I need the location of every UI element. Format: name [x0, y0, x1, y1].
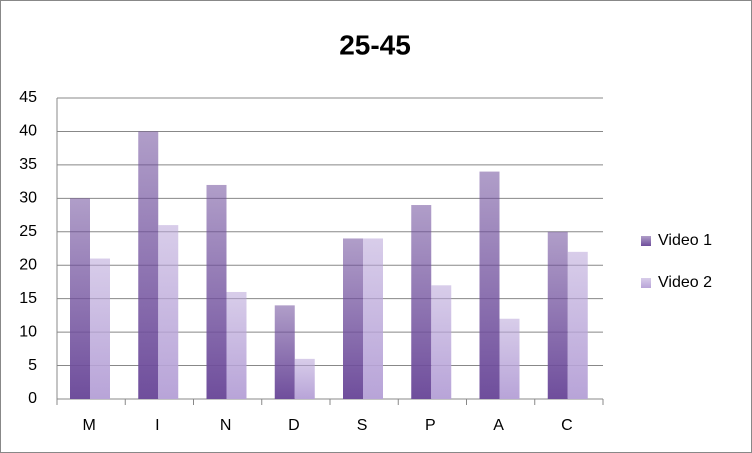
bar [70, 198, 90, 399]
x-tick-label: S [357, 417, 368, 434]
x-tick-label: P [425, 417, 436, 434]
bar [499, 318, 520, 399]
y-tick-label: 15 [19, 290, 37, 307]
y-tick-label: 25 [19, 223, 37, 240]
bar [479, 171, 500, 399]
bar [158, 225, 179, 399]
x-tick-label: C [561, 417, 573, 434]
x-tick-label: N [220, 417, 232, 434]
x-tick-label: I [155, 417, 159, 434]
bar [363, 238, 383, 399]
bar [274, 305, 295, 399]
bar [411, 205, 432, 399]
y-tick-label: 45 [19, 89, 37, 106]
bar [294, 358, 315, 399]
legend-swatch [641, 278, 651, 288]
y-tick-label: 40 [19, 123, 37, 140]
x-tick-label: A [493, 417, 504, 434]
y-tick-label: 35 [19, 156, 37, 173]
bar [547, 231, 568, 399]
y-tick-label: 0 [28, 390, 37, 407]
y-tick-label: 30 [19, 190, 37, 207]
bar [138, 131, 159, 399]
y-tick-label: 20 [19, 256, 37, 273]
x-tick-label: M [82, 417, 95, 434]
y-tick-label: 5 [28, 357, 37, 374]
bar [567, 251, 588, 399]
x-tick-label: D [288, 417, 300, 434]
legend-swatch [641, 236, 651, 246]
legend-label: Video 1 [658, 232, 712, 249]
bar [90, 258, 110, 399]
y-tick-label: 10 [19, 323, 37, 340]
chart-title: 25-45 [339, 29, 411, 60]
bar [431, 285, 452, 399]
bar [226, 291, 247, 399]
legend-label: Video 2 [658, 274, 712, 291]
bar [343, 238, 363, 399]
bar [206, 184, 227, 399]
